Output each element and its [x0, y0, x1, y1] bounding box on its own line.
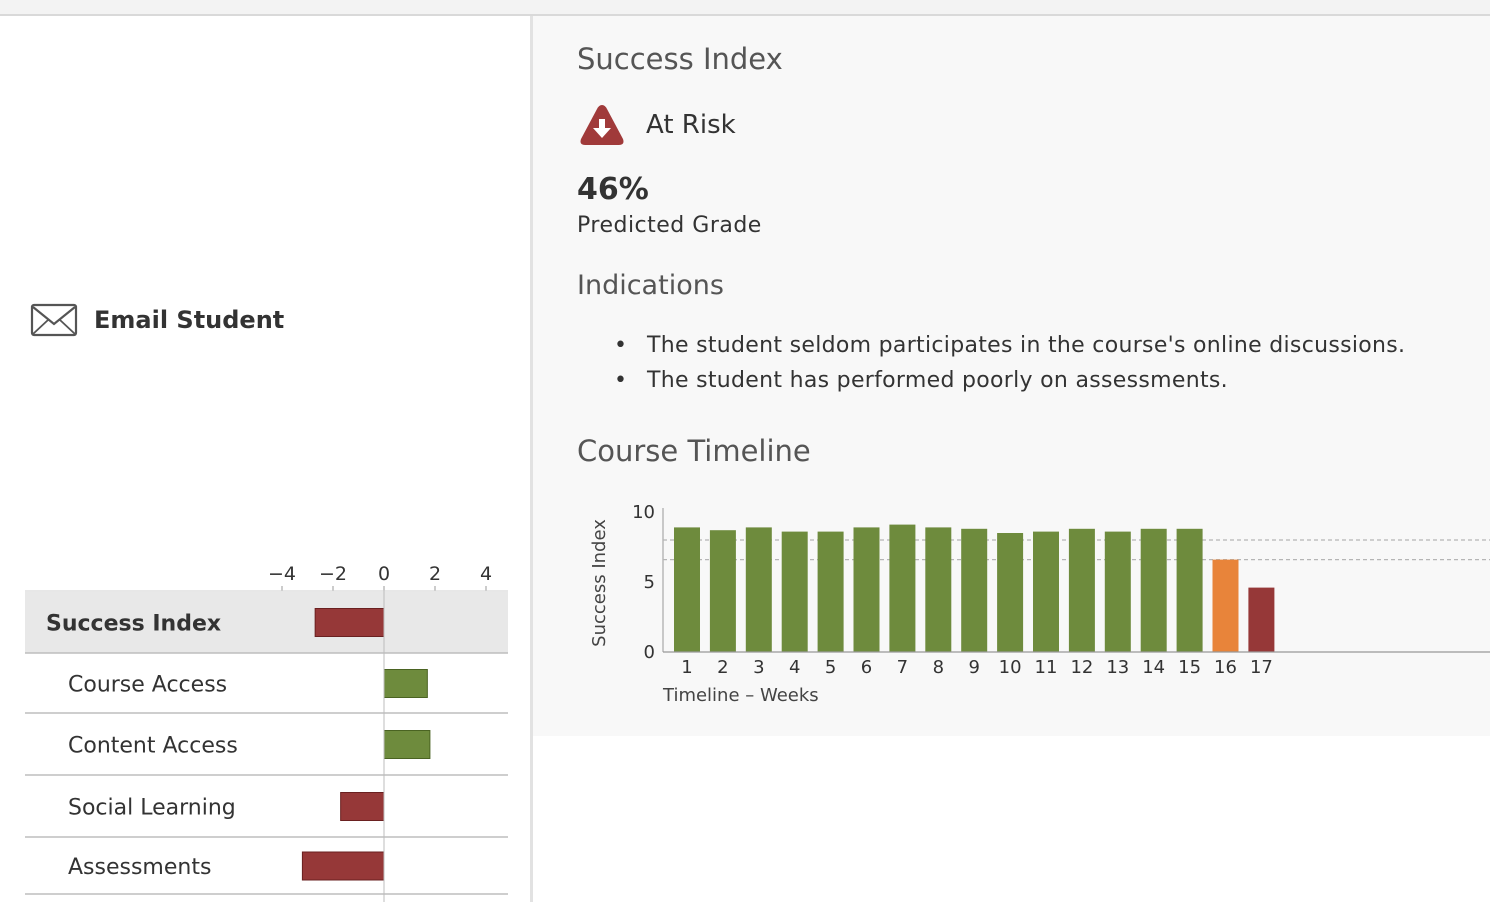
timeline-bar [1212, 559, 1239, 652]
y-tick-label: 0 [644, 642, 655, 663]
timeline-bar [925, 527, 952, 652]
timeline-bar [889, 524, 916, 652]
timeline-bar [1140, 528, 1167, 652]
risk-status-label: At Risk [646, 110, 736, 140]
x-tick-label: 13 [1106, 657, 1129, 678]
x-tick-label: 12 [1070, 657, 1093, 678]
axis-tick-label: 2 [429, 563, 441, 585]
x-tick-label: 3 [753, 657, 764, 678]
panel-divider [530, 16, 533, 902]
timeline-bar [997, 533, 1024, 652]
x-tick-label: 1 [681, 657, 692, 678]
predicted-grade-value: 46% [577, 172, 649, 207]
x-tick-label: 4 [789, 657, 800, 678]
timeline-bar [1248, 587, 1275, 652]
x-tick-label: 10 [999, 657, 1022, 678]
timeline-bar [674, 527, 700, 652]
timeline-bar [1176, 528, 1203, 652]
risk-down-triangle-icon [580, 105, 624, 145]
x-tick-label: 16 [1214, 657, 1237, 678]
x-tick-label: 17 [1250, 657, 1273, 678]
email-student-button[interactable]: Email Student [30, 300, 284, 340]
x-tick-label: 5 [825, 657, 836, 678]
indication-item: The student seldom participates in the c… [614, 328, 1405, 363]
x-axis-title: Timeline – Weeks [662, 685, 819, 706]
indications-list: The student seldom participates in the c… [614, 328, 1405, 398]
indication-item: The student has performed poorly on asse… [614, 363, 1405, 398]
factor-row-label: Success Index [46, 612, 221, 637]
x-tick-label: 15 [1178, 657, 1201, 678]
factor-row-label: Course Access [68, 673, 227, 698]
row-highlight [25, 592, 508, 653]
timeline-bar [1033, 531, 1059, 652]
left-panel [0, 16, 530, 902]
x-tick-label: 2 [717, 657, 728, 678]
email-student-label: Email Student [94, 306, 285, 334]
top-bar [0, 0, 1490, 16]
timeline-bar [1068, 528, 1095, 652]
axis-tick-label: 4 [480, 563, 492, 585]
timeline-bar [961, 528, 988, 652]
timeline-bar [709, 530, 736, 652]
success-index-heading: Success Index [577, 42, 783, 76]
factor-contribution-chart: −4 −2 0 2 4 Success Index Course Access Content… [25, 563, 508, 902]
envelope-icon [30, 303, 78, 337]
factor-row-label: Social Learning [68, 796, 236, 821]
axis-tick-label: 0 [378, 563, 390, 585]
factor-bar [314, 608, 385, 637]
factor-row-label: Content Access [68, 734, 238, 759]
x-tick-label: 11 [1035, 657, 1058, 678]
factor-bar [301, 851, 385, 881]
x-tick-label: 6 [861, 657, 872, 678]
timeline-bar [745, 527, 772, 652]
risk-status: At Risk [578, 100, 736, 150]
timeline-bar [853, 527, 880, 652]
factor-row-label: Assessments [68, 855, 211, 880]
x-tick-label: 8 [933, 657, 944, 678]
factor-bar [383, 730, 431, 759]
x-tick-label: 9 [968, 657, 979, 678]
timeline-bar [781, 531, 808, 652]
indications-heading: Indications [577, 270, 724, 301]
timeline-bar [1104, 531, 1131, 652]
x-tick-label: 14 [1142, 657, 1165, 678]
x-tick-label: 7 [897, 657, 908, 678]
timeline-bar [817, 531, 844, 652]
factor-bar [340, 792, 385, 821]
course-timeline-heading: Course Timeline [577, 434, 811, 468]
y-tick-label: 5 [644, 572, 655, 593]
axis-tick-label: −4 [268, 563, 296, 585]
factor-bar [383, 669, 428, 698]
predicted-grade-label: Predicted Grade [577, 213, 762, 238]
right-panel-blank-area [558, 736, 1490, 902]
y-axis-title: Success Index [589, 519, 610, 647]
y-tick-label: 10 [632, 502, 655, 523]
axis-tick-label: −2 [319, 563, 347, 585]
